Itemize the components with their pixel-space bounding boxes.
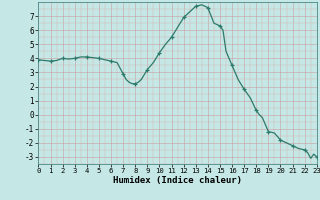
X-axis label: Humidex (Indice chaleur): Humidex (Indice chaleur) — [113, 176, 242, 185]
